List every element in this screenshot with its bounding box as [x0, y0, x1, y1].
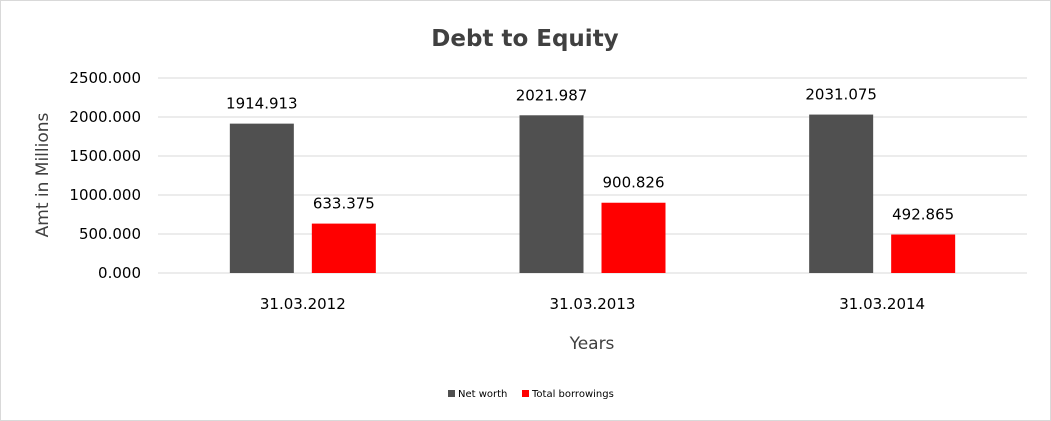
data-label: 900.826 — [602, 174, 664, 192]
bar-net-worth — [519, 115, 584, 274]
bars — [229, 114, 956, 274]
x-axis-ticks: 31.03.2012 31.03.2013 31.03.2014 — [260, 295, 925, 313]
data-label: 2031.075 — [805, 86, 877, 104]
y-axis-ticks: 0.000 500.000 1000.000 1500.000 2000.000 2500… — [69, 69, 141, 282]
y-tick-label: 2500.000 — [69, 69, 141, 87]
legend-label: Net worth — [458, 389, 507, 400]
x-tick-label: 31.03.2014 — [839, 295, 925, 313]
x-axis-title: Years — [569, 334, 615, 354]
legend-swatch — [522, 390, 529, 397]
bar-total-borrowings — [601, 202, 666, 273]
x-tick-label: 31.03.2012 — [260, 295, 346, 313]
x-tick-label: 31.03.2013 — [550, 295, 636, 313]
y-tick-label: 0.000 — [98, 264, 141, 282]
gridlines — [158, 77, 1027, 274]
bar-total-borrowings — [891, 234, 956, 273]
bar-total-borrowings — [311, 223, 376, 273]
y-tick-label: 1500.000 — [69, 147, 141, 165]
bar-net-worth — [229, 123, 294, 274]
data-label: 633.375 — [313, 195, 375, 213]
legend-swatch — [448, 390, 455, 397]
legend-label: Total borrowings — [531, 389, 614, 400]
y-axis-title: Amt in Millions — [33, 112, 53, 237]
data-label: 1914.913 — [226, 95, 298, 113]
y-tick-label: 1000.000 — [69, 186, 141, 204]
data-label: 2021.987 — [516, 86, 588, 104]
chart-title: Debt to Equity — [431, 26, 618, 52]
y-tick-label: 500.000 — [79, 225, 141, 243]
y-tick-label: 2000.000 — [69, 108, 141, 126]
bar-net-worth — [809, 114, 874, 274]
legend: Net worth Total borrowings — [448, 389, 614, 400]
data-labels: 1914.913 633.375 2021.987 900.826 2031.075 49… — [226, 86, 954, 224]
data-label: 492.865 — [892, 206, 954, 224]
